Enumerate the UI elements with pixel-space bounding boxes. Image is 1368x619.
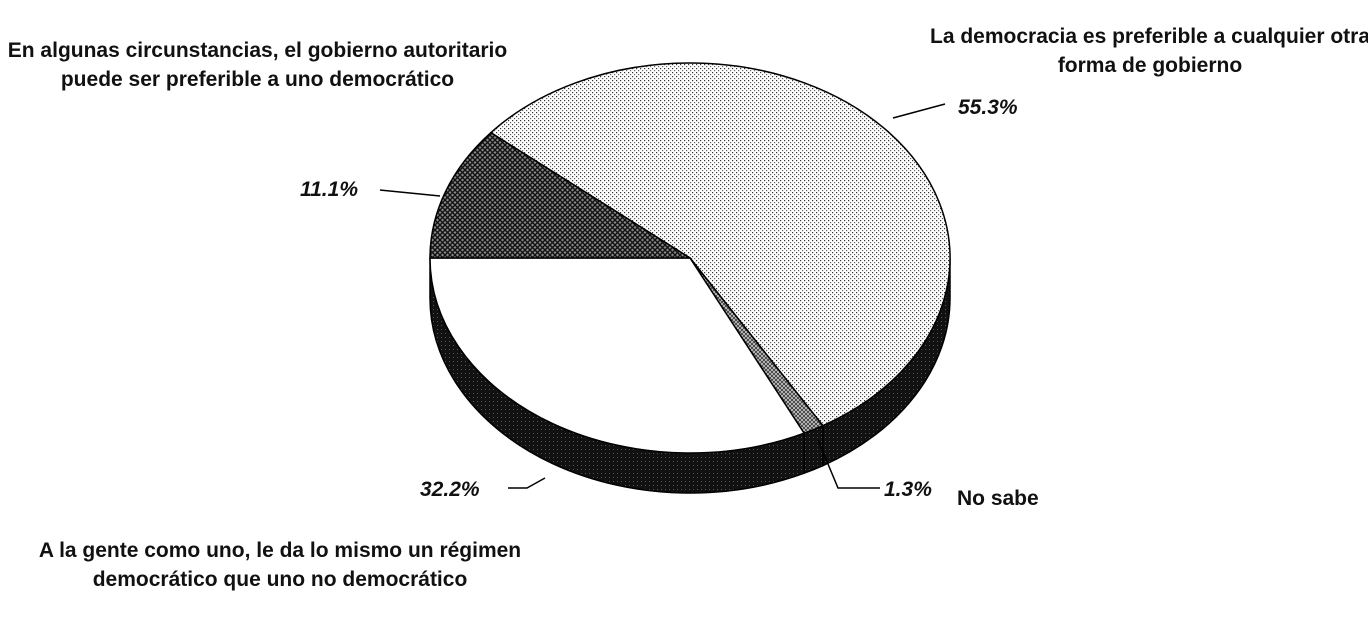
- leader-line: [892, 103, 946, 119]
- leader-line: [379, 189, 441, 197]
- category-label: La democracia es preferible a cualquier …: [930, 25, 1368, 77]
- data-label: 1.3%: [884, 478, 932, 501]
- leader-line: [508, 477, 546, 489]
- data-label: 55.3%: [958, 96, 1018, 119]
- pie-slice: [429, 131, 693, 259]
- category-label: No sabe: [957, 487, 1039, 510]
- leader-line: [817, 439, 880, 489]
- data-label: 11.1%: [300, 178, 358, 201]
- category-label: En algunas circunstancias, el gobierno a…: [7, 39, 508, 91]
- pie-slice: [429, 257, 806, 454]
- data-label: 32.2%: [420, 478, 480, 501]
- pie-slice: [489, 62, 951, 427]
- category-label: A la gente como uno, le da lo mismo un r…: [38, 539, 522, 591]
